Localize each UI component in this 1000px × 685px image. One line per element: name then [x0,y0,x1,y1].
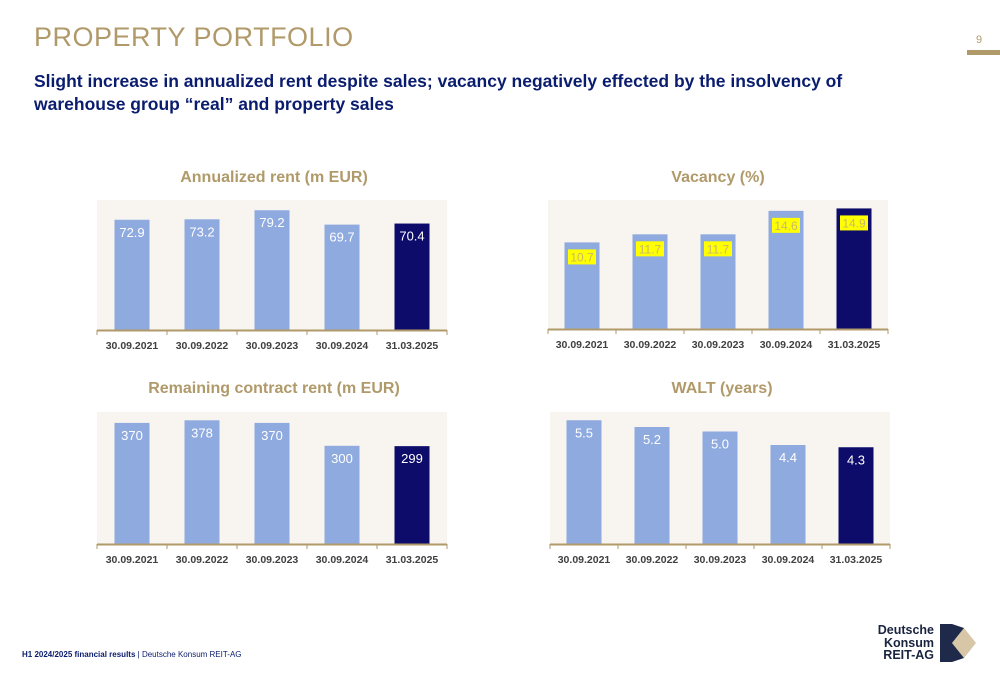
x-tick-label-3: 30.09.2023 [246,340,299,352]
bar-5 [394,446,430,544]
data-label-highlight-3 [704,241,732,257]
x-tick-label-3: 30.09.2023 [246,554,299,566]
x-tick-label-1: 30.09.2021 [106,340,159,352]
page-subtitle: Slight increase in annualized rent despi… [34,71,843,114]
x-tick-label-2: 30.09.2022 [176,554,229,566]
x-tick-label-1: 30.09.2021 [106,554,159,566]
data-label-4: 4.4 [779,450,797,465]
x-tick-label-4: 30.09.2024 [316,340,369,352]
x-tick-label-4: 30.09.2024 [762,554,815,566]
bar-3 [702,431,738,544]
footer-report: H1 2024/2025 financial results [22,650,136,659]
x-tick-label-2: 30.09.2022 [624,339,677,351]
data-label-1: 10.7 [570,250,594,264]
bar-3 [254,210,290,330]
data-label-5: 14.9 [842,216,866,230]
logo-line-2: Konsum [884,635,934,650]
bar-4 [324,445,360,544]
data-label-3: 370 [261,428,283,443]
bar-1 [114,219,150,330]
data-label-3: 11.7 [707,242,730,256]
x-tick-label-1: 30.09.2021 [556,339,609,351]
page-number: 9 [976,34,983,46]
chart-title-remaining-contract-rent: Remaining contract rent (m EUR) [148,380,400,397]
x-tick-label-5: 31.03.2025 [386,340,439,352]
logo-line-3: REIT-AG [883,648,934,662]
data-label-5: 4.3 [847,452,865,467]
data-label-4: 14.6 [774,219,798,233]
page-title: PROPERTY PORTFOLIO [34,22,354,52]
x-tick-label-1: 30.09.2021 [558,554,611,566]
x-tick-label-4: 30.09.2024 [316,554,369,566]
chart-remaining-contract-rent: 370 30.09.2021 378 30.09.2022 370 30.09.2023 3… [96,412,448,566]
data-label-4: 300 [331,451,353,466]
data-label-2: 11.7 [639,242,662,256]
data-label-3: 5.0 [711,437,729,452]
data-label-highlight-5 [840,215,868,231]
x-tick-label-4: 30.09.2024 [760,339,813,351]
chart-title-annualized-rent: Annualized rent (m EUR) [180,169,368,186]
company-logo-icon [940,624,976,662]
bar-5 [394,223,430,330]
bar-3 [254,422,290,544]
x-tick-label-5: 31.03.2025 [830,554,883,566]
x-tick-label-5: 31.03.2025 [386,554,439,566]
data-label-1: 72.9 [119,225,144,240]
logo-line-1: Deutsche [877,623,934,637]
data-label-5: 299 [401,451,423,466]
data-label-highlight-1 [568,249,596,265]
data-label-2: 73.2 [189,224,214,239]
data-label-2: 5.2 [643,432,661,447]
x-tick-label-2: 30.09.2022 [176,340,229,352]
x-tick-label-3: 30.09.2023 [692,339,745,351]
bar-2 [184,219,220,330]
data-label-1: 5.5 [575,425,593,440]
data-label-2: 378 [191,425,213,440]
x-tick-label-5: 31.03.2025 [828,339,881,351]
footer-separator: | [135,650,142,659]
bar-4 [324,224,360,330]
bar-5 [838,447,874,544]
x-tick-label-3: 30.09.2023 [694,554,747,566]
bar-1 [114,422,150,544]
data-label-3: 79.2 [259,215,284,230]
data-label-5: 70.4 [399,229,424,244]
bar-2 [184,420,220,544]
bar-1 [566,420,602,544]
data-label-highlight-4 [772,217,800,233]
chart-annualized-rent: 72.9 30.09.2021 73.2 30.09.2022 79.2 30.09.20… [96,200,448,352]
company-logo-text: Deutsche Konsum REIT-AG [856,624,934,662]
bar-2 [634,427,670,544]
chart-title-vacancy: Vacancy (%) [671,169,765,186]
chart-title-walt: WALT (years) [671,380,773,397]
x-tick-label-2: 30.09.2022 [626,554,679,566]
footer: H1 2024/2025 financial results | Deutsch… [22,650,242,659]
footer-company: Deutsche Konsum REIT-AG [141,650,242,659]
data-label-1: 370 [121,428,143,443]
chart-vacancy: 10.7 30.09.2021 11.7 30.09.2022 11.7 30.09.20… [547,200,889,351]
page-accent-bar [967,50,1000,55]
data-label-highlight-2 [636,241,664,257]
chart-walt: 5.5 30.09.2021 5.2 30.09.2022 5.0 30.09.2023 4… [549,412,891,566]
data-label-4: 69.7 [329,230,354,245]
bar-4 [770,445,806,544]
